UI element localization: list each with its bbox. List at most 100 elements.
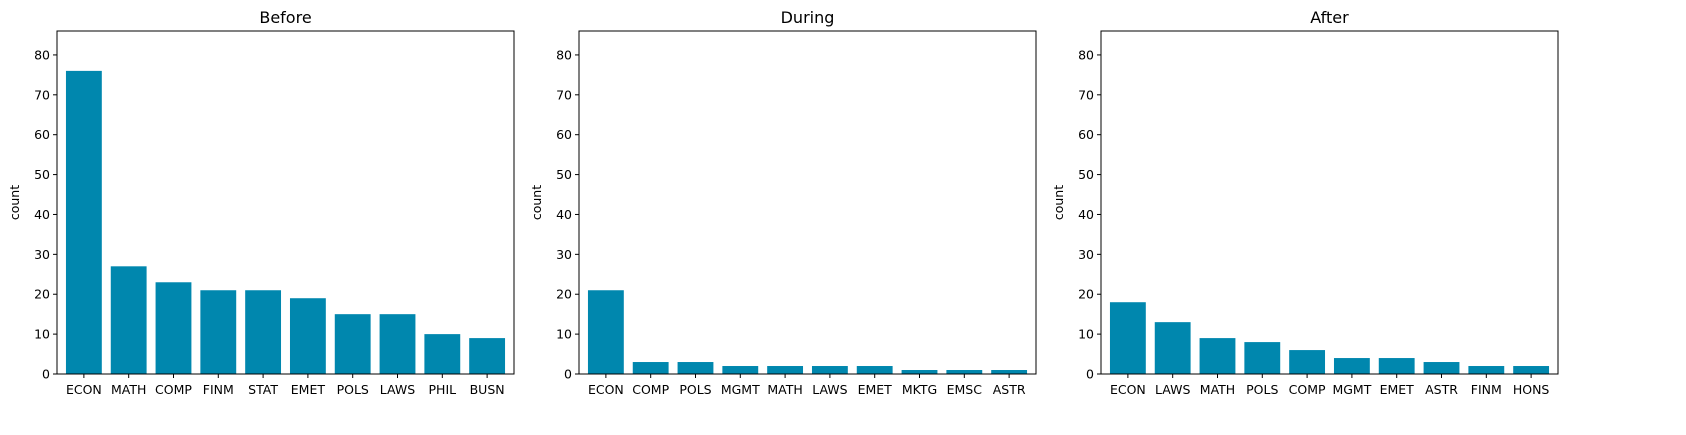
y-tick-label: 20 (1078, 287, 1094, 302)
bar-math (767, 366, 804, 374)
x-tick-label: POLS (337, 382, 369, 397)
bar-astr (991, 370, 1028, 374)
chart-panel-before: 0 10 20 30 40 50 60 70 80 ECON MATH COMP FINM STAT EME… (7, 8, 515, 397)
chart-title: During (781, 8, 835, 27)
bar-hons (1513, 366, 1550, 374)
bar-emet (1378, 358, 1415, 374)
x-tick-label: MATH (1200, 382, 1235, 397)
y-tick-label: 30 (1078, 247, 1094, 262)
x-tick-label: LAWS (380, 382, 415, 397)
bar-busn (469, 338, 506, 374)
x-tick-label: HONS (1513, 382, 1550, 397)
y-tick-label: 50 (1078, 167, 1094, 182)
x-tick-label: ECON (66, 382, 102, 397)
x-tick-label: LAWS (1155, 382, 1190, 397)
y-tick-label: 30 (34, 247, 50, 262)
bar-emet (856, 366, 893, 374)
x-tick-label: MGMT (721, 382, 760, 397)
y-tick-label: 0 (42, 367, 50, 382)
x-tick-label: POLS (1246, 382, 1278, 397)
y-tick-label: 60 (34, 127, 50, 142)
bar-mktg (901, 370, 938, 374)
bar-econ (1109, 302, 1146, 374)
chart-title: Before (259, 8, 311, 27)
y-tick-label: 70 (34, 87, 50, 102)
bar-comp (155, 282, 192, 374)
y-tick-label: 20 (556, 287, 572, 302)
x-tick-label: EMET (291, 382, 326, 397)
y-tick-label: 10 (34, 327, 50, 342)
bar-comp (1289, 350, 1326, 374)
y-tick-label: 70 (556, 87, 572, 102)
bar-laws (811, 366, 848, 374)
bar-pols (1244, 342, 1281, 374)
y-tick-label: 60 (556, 127, 572, 142)
chart-panel-during: 0 10 20 30 40 50 60 70 80 ECON COMP POLS MGMT MATH LAW… (529, 8, 1037, 397)
bar-pols (334, 314, 371, 374)
x-tick-label: MGMT (1332, 382, 1371, 397)
y-tick-label: 40 (556, 207, 572, 222)
x-tick-label: LAWS (812, 382, 847, 397)
x-tick-label: ASTR (1425, 382, 1458, 397)
x-tick-label: STAT (248, 382, 278, 397)
x-tick-label: MKTG (902, 382, 937, 397)
y-tick-label: 40 (1078, 207, 1094, 222)
bar-astr (1423, 362, 1460, 374)
plot-frame (578, 30, 1037, 375)
y-tick-label: 80 (1078, 47, 1094, 62)
x-tick-label: EMSC (947, 382, 983, 397)
bar-econ (587, 290, 624, 374)
y-tick-label: 80 (34, 47, 50, 62)
bar-mgmt (722, 366, 759, 374)
x-tick-label: POLS (679, 382, 711, 397)
bar-laws (1154, 322, 1191, 374)
x-tick-label: FINM (1471, 382, 1502, 397)
y-tick-label: 20 (34, 287, 50, 302)
chart-panel-after: 0 10 20 30 40 50 60 70 80 ECON LAWS MATH POLS COMP MGM… (1051, 8, 1559, 397)
bar-emet (289, 298, 326, 374)
bar-finm (200, 290, 237, 374)
y-tick-label: 0 (564, 367, 572, 382)
y-axis-label: count (529, 185, 544, 220)
bar-phil (424, 334, 461, 374)
bar-math (1199, 338, 1236, 374)
y-tick-label: 50 (34, 167, 50, 182)
y-tick-label: 30 (556, 247, 572, 262)
y-tick-label: 50 (556, 167, 572, 182)
x-tick-label: EMET (858, 382, 893, 397)
bar-stat (245, 290, 282, 374)
x-tick-label: BUSN (470, 382, 505, 397)
y-tick-label: 80 (556, 47, 572, 62)
y-tick-label: 70 (1078, 87, 1094, 102)
bar-math (110, 266, 147, 374)
bar-econ (65, 70, 102, 374)
bar-finm (1468, 366, 1505, 374)
y-axis-label: count (7, 185, 22, 220)
bar-mgmt (1333, 358, 1370, 374)
bar-emsc (946, 370, 983, 374)
x-tick-label: MATH (111, 382, 146, 397)
plot-frame (56, 30, 515, 375)
y-tick-label: 0 (1086, 367, 1094, 382)
x-tick-label: COMP (632, 382, 669, 397)
chart-title: After (1310, 8, 1349, 27)
x-tick-label: COMP (155, 382, 192, 397)
x-tick-label: ECON (588, 382, 624, 397)
bar-pols (677, 362, 714, 374)
x-tick-label: FINM (203, 382, 234, 397)
y-tick-label: 10 (556, 327, 572, 342)
x-tick-label: MATH (767, 382, 802, 397)
x-tick-label: ECON (1110, 382, 1146, 397)
x-tick-label: PHIL (429, 382, 457, 397)
y-axis-label: count (1051, 185, 1066, 220)
bar-comp (632, 362, 669, 374)
y-tick-label: 10 (1078, 327, 1094, 342)
y-tick-label: 40 (34, 207, 50, 222)
x-tick-label: ASTR (993, 382, 1026, 397)
x-tick-label: COMP (1289, 382, 1326, 397)
bar-laws (379, 314, 416, 374)
y-tick-label: 60 (1078, 127, 1094, 142)
x-tick-label: EMET (1380, 382, 1415, 397)
plot-frame (1100, 30, 1559, 375)
